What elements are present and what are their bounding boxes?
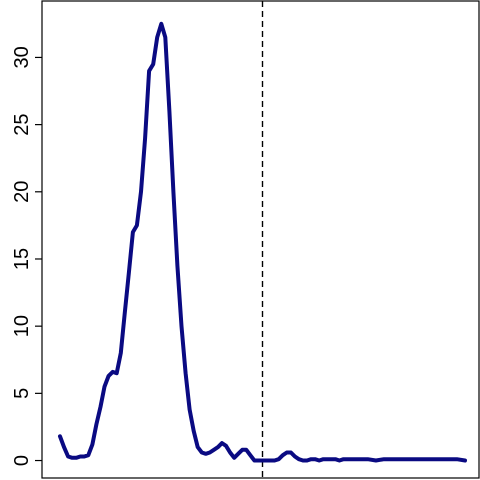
series-line — [58, 21, 467, 463]
y-tick-label: 15 — [11, 248, 33, 270]
y-tick-label: 20 — [11, 181, 33, 203]
y-tick-label: 0 — [11, 455, 33, 466]
plot-frame — [41, 0, 480, 479]
y-tick-label: 25 — [11, 113, 33, 135]
y-tick-label: 10 — [11, 315, 33, 337]
y-tick-label: 30 — [11, 46, 33, 68]
y-axis: 0 5 10 15 20 25 30 — [11, 46, 42, 466]
y-tick-label: 5 — [11, 388, 33, 399]
